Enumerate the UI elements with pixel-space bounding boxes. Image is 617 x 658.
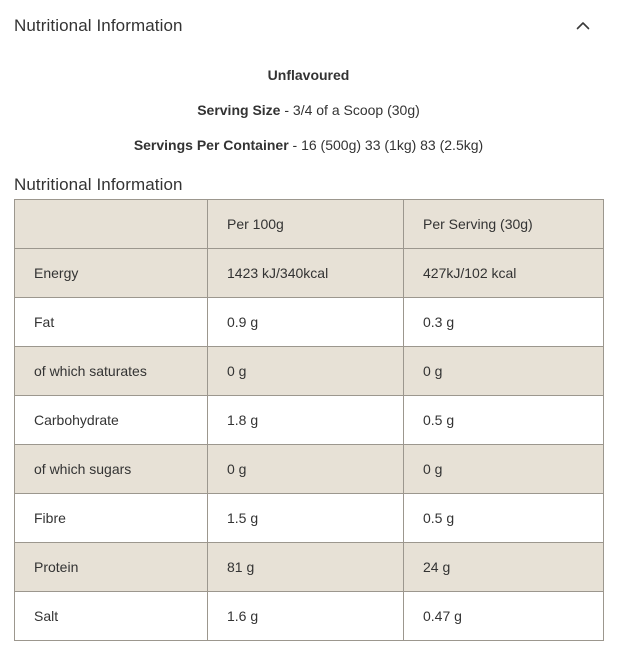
chevron-up-icon[interactable]: [575, 20, 591, 32]
row-per100: 1.8 g: [207, 395, 404, 445]
row-label: Fibre: [14, 493, 208, 543]
header-cell-per-serving: Per Serving (30g): [403, 199, 604, 249]
row-label: of which sugars: [14, 444, 208, 494]
row-per-serving: 0.47 g: [403, 591, 604, 641]
nutrition-table-title: Nutritional Information: [14, 175, 183, 194]
row-label: Carbohydrate: [14, 395, 208, 445]
row-per100: 1.5 g: [207, 493, 404, 543]
row-label: Energy: [14, 248, 208, 298]
row-per100: 0 g: [207, 444, 404, 494]
table-row: of which saturates 0 g 0 g: [14, 346, 604, 396]
row-label: Salt: [14, 591, 208, 641]
row-label: Fat: [14, 297, 208, 347]
row-per-serving: 427kJ/102 kcal: [403, 248, 604, 298]
row-label: of which saturates: [14, 346, 208, 396]
row-per100: 81 g: [207, 542, 404, 592]
servings-per-container-line: Servings Per Container - 16 (500g) 33 (1…: [0, 137, 617, 153]
nutrition-table: Per 100g Per Serving (30g) Energy 1423 k…: [14, 199, 604, 641]
row-per100: 0 g: [207, 346, 404, 396]
row-per-serving: 0 g: [403, 346, 604, 396]
row-per-serving: 0.5 g: [403, 493, 604, 543]
serving-size-value: - 3/4 of a Scoop (30g): [280, 102, 420, 118]
nutrition-accordion-header[interactable]: Nutritional Information: [0, 0, 617, 36]
table-row: Fibre 1.5 g 0.5 g: [14, 493, 604, 543]
serving-size-label: Serving Size: [197, 102, 281, 118]
serving-info-block: Unflavoured Serving Size - 3/4 of a Scoo…: [0, 36, 617, 153]
row-per100: 1.6 g: [207, 591, 404, 641]
row-per100: 0.9 g: [207, 297, 404, 347]
header-cell-empty: [14, 199, 208, 249]
row-per-serving: 24 g: [403, 542, 604, 592]
serving-size-line: Serving Size - 3/4 of a Scoop (30g): [0, 102, 617, 118]
header-cell-per100: Per 100g: [207, 199, 404, 249]
row-per-serving: 0.5 g: [403, 395, 604, 445]
table-row: Protein 81 g 24 g: [14, 542, 604, 592]
row-per100: 1423 kJ/340kcal: [207, 248, 404, 298]
row-per-serving: 0.3 g: [403, 297, 604, 347]
accordion-title: Nutritional Information: [14, 16, 183, 35]
table-row: Carbohydrate 1.8 g 0.5 g: [14, 395, 604, 445]
table-row: Energy 1423 kJ/340kcal 427kJ/102 kcal: [14, 248, 604, 298]
table-row: Fat 0.9 g 0.3 g: [14, 297, 604, 347]
flavour-name: Unflavoured: [267, 67, 350, 83]
servings-value: - 16 (500g) 33 (1kg) 83 (2.5kg): [288, 137, 484, 153]
table-row: of which sugars 0 g 0 g: [14, 444, 604, 494]
row-per-serving: 0 g: [403, 444, 604, 494]
row-label: Protein: [14, 542, 208, 592]
table-header-row: Per 100g Per Serving (30g): [14, 199, 604, 249]
servings-label: Servings Per Container: [133, 137, 289, 153]
table-row: Salt 1.6 g 0.47 g: [14, 591, 604, 641]
